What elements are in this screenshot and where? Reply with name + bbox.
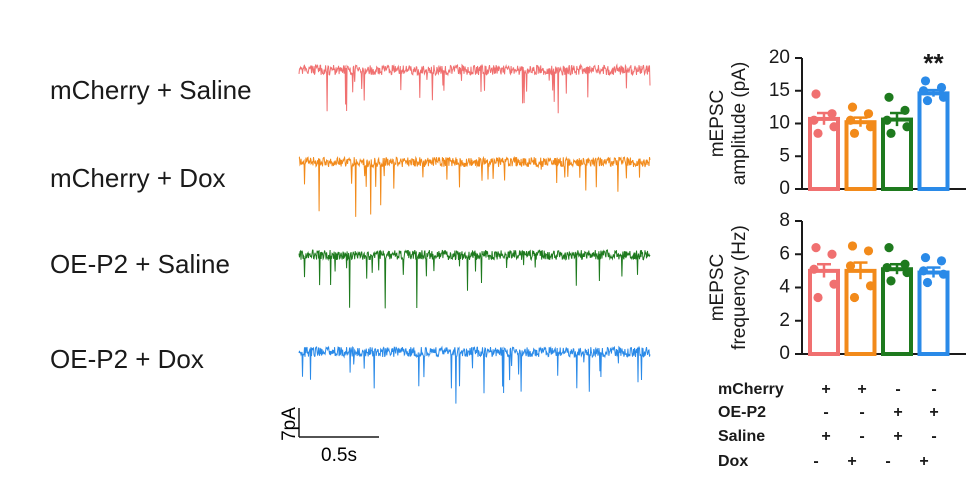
data-point [829,122,839,132]
y-axis-label-line-1: amplitude (pA) [729,62,750,186]
data-point [865,122,876,132]
data-point [813,292,823,303]
trace-line-2 [298,249,651,309]
data-point [936,256,947,266]
y-tick-label: 8 [779,210,790,231]
data-point [827,249,837,259]
data-point [809,115,819,125]
data-point [865,281,876,291]
y-tick-label: 10 [769,113,790,134]
trace-label-oep2-dox: OE-P2 + Dox [50,344,204,374]
data-point [882,115,892,125]
data-point [811,243,821,253]
condition-row-label: mCherry [718,381,784,398]
data-point [918,266,929,276]
y-tick-label: 2 [779,310,790,331]
y-tick-label: 0 [779,343,790,364]
data-point [922,277,933,288]
scale-bar: 7pA 0.5s [279,407,379,466]
y-axis-label-line-1: frequency (Hz) [729,225,750,350]
condition-table: mCherry + + - -OE-P2- - + +Saline + - + -Dox - + - + [718,381,939,470]
condition-row-label: OE-P2 [718,404,766,421]
condition-cell: - [931,381,936,398]
trace-line-3 [298,345,651,404]
data-point [863,109,874,119]
data-point [902,267,912,278]
data-point [886,276,896,286]
trace-line-0 [298,63,651,114]
condition-cell: + [847,453,856,470]
condition-cell: - [931,428,936,445]
data-point [884,92,894,102]
data-point [811,89,821,99]
condition-cell: - [859,428,864,445]
condition-cell: - [859,404,864,421]
data-point [920,252,931,263]
y-axis-label-line-0: mEPSC [707,254,728,322]
trace-label-mcherry-saline: mCherry + Saline [50,75,252,105]
condition-cell: - [885,453,890,470]
condition-row-label: Dox [718,453,748,470]
condition-cell: + [919,453,928,470]
data-point [886,128,896,138]
data-point [918,86,929,96]
trace-label-mcherry-dox: mCherry + Dox [50,163,226,193]
data-point [882,262,892,273]
data-point [847,241,858,251]
condition-cell: + [821,428,830,445]
condition-cell: + [857,381,866,398]
condition-cell: + [929,404,938,421]
scale-bar-current-label: 7pA [279,407,300,441]
data-point [849,292,860,303]
condition-row-label: Saline [718,428,765,445]
data-point [900,105,910,115]
data-point [809,264,819,274]
data-point [920,76,931,86]
y-tick-label: 5 [779,145,790,166]
condition-cell: - [813,453,818,470]
data-point [922,95,933,106]
data-point [902,122,912,132]
data-point [847,102,858,112]
y-tick-label: 20 [769,47,790,68]
condition-cell: + [893,404,902,421]
data-point [900,259,910,269]
data-point [938,92,949,102]
data-point [845,261,856,271]
data-point [849,128,860,138]
condition-cell: + [893,428,902,445]
y-tick-label: 0 [779,178,790,199]
data-point [938,269,949,279]
data-point [845,115,856,125]
trace-label-oep2-saline: OE-P2 + Saline [50,249,230,279]
data-point [829,279,839,289]
condition-cell: - [823,404,828,421]
data-point [884,243,894,253]
trace-line-1 [298,155,651,217]
y-tick-label: 6 [779,243,790,264]
amplitude-bar-chart: 0 5 10 15 20 mEPSC amplitude (pA) ** [707,47,966,199]
condition-cell: + [821,381,830,398]
data-point [813,128,823,138]
frequency-bar-chart: 0 2 4 6 8 mEPSC frequency (Hz) [707,210,966,364]
data-point [863,246,874,256]
y-axis-label-line-0: mEPSC [707,90,728,158]
condition-cell: - [895,381,900,398]
data-point [827,109,837,119]
electrophysiology-traces [298,63,651,404]
bar-3 [917,91,950,191]
y-tick-label: 15 [769,80,790,101]
y-tick-label: 4 [779,277,790,298]
scale-bar-time-label: 0.5s [321,445,357,466]
data-point [936,82,947,93]
significance-annotation: ** [923,48,944,78]
